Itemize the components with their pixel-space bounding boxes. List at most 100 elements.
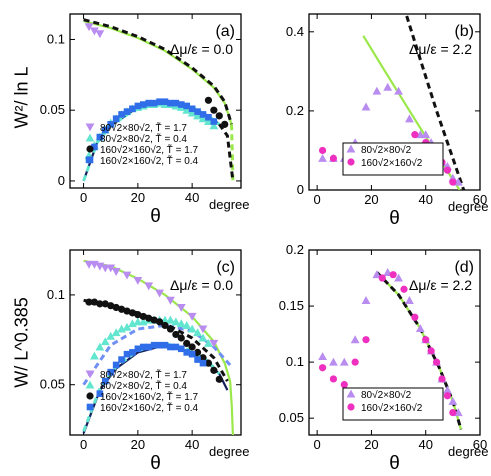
legend-marker — [86, 156, 94, 164]
data-point-circle — [123, 307, 131, 315]
data-point-tri-up — [111, 328, 121, 337]
y-tick-label: 0.2 — [286, 103, 304, 118]
legend-entry: 160√2×160√2 — [361, 402, 423, 414]
data-point-circle — [188, 343, 196, 351]
data-point-circle — [400, 285, 408, 293]
legend-box — [342, 387, 444, 421]
y-tick-label: 0.15 — [279, 298, 304, 313]
data-point-square — [96, 133, 104, 141]
data-point-tri-up — [329, 357, 338, 366]
legend-entry: 80√2×80√2 — [361, 144, 412, 156]
data-point-circle — [443, 392, 452, 400]
data-point-tri-down — [111, 268, 121, 276]
data-point-square — [123, 108, 131, 115]
data-point-square — [134, 345, 142, 353]
data-point-circle — [221, 120, 229, 128]
data-point-square — [101, 126, 109, 134]
fit-curve-black — [83, 18, 233, 125]
data-point-square — [107, 121, 115, 128]
data-point-circle — [199, 354, 207, 362]
data-point-circle — [117, 305, 126, 313]
data-point-tri-up — [204, 338, 213, 347]
data-point-square — [183, 349, 191, 356]
x-tick-label: 40 — [185, 190, 199, 205]
data-point-square — [91, 143, 98, 151]
data-point-tri-up — [209, 121, 219, 130]
data-point-circle — [411, 131, 419, 139]
x-tick-label: 0 — [80, 190, 87, 205]
data-point-tri-down — [90, 27, 99, 36]
y-tick-label: 0.1 — [47, 31, 65, 46]
panel-2: 0 20 40 0.05 0.1 θ degree (c)Δμ/ε = 0.0 80√2×80√… — [40, 249, 249, 474]
data-point-circle — [90, 298, 99, 306]
legend: 80√2×80√2, T̃ = 1.780√2×80√2, T̃ = 0.416… — [85, 121, 199, 167]
x-tick-label: 20 — [364, 192, 378, 207]
y-axis-label-bottom: W/ L^0.385 — [11, 297, 32, 388]
data-point-tri-down — [166, 296, 175, 305]
annotation: Δμ/ε = 2.2 — [409, 277, 472, 293]
data-point-square — [156, 98, 163, 106]
legend-marker — [347, 158, 355, 166]
y-axis-label-top: W²/ ln L — [11, 66, 32, 129]
data-point-circle — [449, 178, 457, 186]
data-point-circle — [340, 380, 348, 389]
annotation: Δμ/ε = 0.0 — [170, 277, 233, 293]
y-tick-label: 0.2 — [286, 242, 304, 257]
annotation: Δμ/ε = 2.2 — [409, 41, 472, 57]
y-tick-label: 0.05 — [40, 102, 65, 117]
y-tick-label: 0.05 — [40, 377, 65, 392]
legend-marker — [347, 403, 355, 411]
y-tick-label: 0.4 — [286, 24, 304, 39]
data-point-tri-up — [383, 82, 393, 91]
legend-marker — [86, 145, 94, 153]
data-point-square — [188, 105, 196, 113]
y-tick-label: 0.1 — [286, 354, 304, 369]
panel-3: 0 20 40 60 0.05 0.1 0.15 0.2 θ degree (d)Δμ/ε = 2.… — [279, 242, 489, 474]
x-tick-label: 60 — [473, 192, 487, 207]
data-point-square — [150, 341, 158, 349]
data-point-circle — [422, 336, 430, 344]
data-point-circle — [85, 298, 93, 306]
data-point-circle — [215, 112, 223, 120]
data-point-tri-up — [405, 114, 414, 123]
data-point-circle — [150, 316, 158, 324]
plot-frame — [69, 13, 242, 189]
data-point-square — [161, 98, 169, 106]
legend-entry: 80√2×80√2, T̃ = 1.7 — [100, 121, 187, 134]
data-point-circle — [134, 311, 142, 319]
data-point-tri-up — [95, 342, 105, 351]
plot-frame — [308, 13, 481, 191]
data-point-circle — [318, 146, 327, 155]
data-point-circle — [161, 321, 169, 330]
data-point-square — [183, 102, 191, 110]
data-point-tri-up — [350, 335, 360, 344]
data-point-square — [129, 105, 136, 113]
x-tick-label: 20 — [131, 437, 145, 452]
plot-area — [82, 18, 235, 182]
data-point-square — [118, 111, 125, 118]
x-tick-label: 0 — [314, 437, 321, 452]
data-point-circle — [177, 334, 185, 342]
data-point-tri-up — [166, 315, 175, 324]
fit-curve-black — [405, 15, 466, 190]
data-point-circle — [351, 358, 359, 366]
y-tick-label: 0 — [58, 173, 65, 188]
fit-curve-green — [83, 20, 233, 125]
data-point-tri-up — [339, 357, 349, 366]
data-point-square — [172, 343, 180, 351]
data-point-tri-up — [372, 270, 382, 279]
fit-curve-black — [218, 123, 235, 182]
data-point-square — [194, 356, 201, 363]
x-tick-label: 40 — [185, 437, 199, 452]
data-point-circle — [449, 408, 457, 417]
data-point-circle — [378, 274, 386, 282]
legend-entry: 80√2×80√2 — [361, 389, 412, 401]
data-point-tri-down — [133, 277, 143, 285]
y-tick-label: 0.1 — [47, 287, 65, 302]
data-point-tri-up — [394, 86, 403, 95]
data-point-tri-up — [405, 296, 414, 304]
data-point-circle — [427, 347, 435, 355]
data-point-circle — [96, 300, 104, 308]
